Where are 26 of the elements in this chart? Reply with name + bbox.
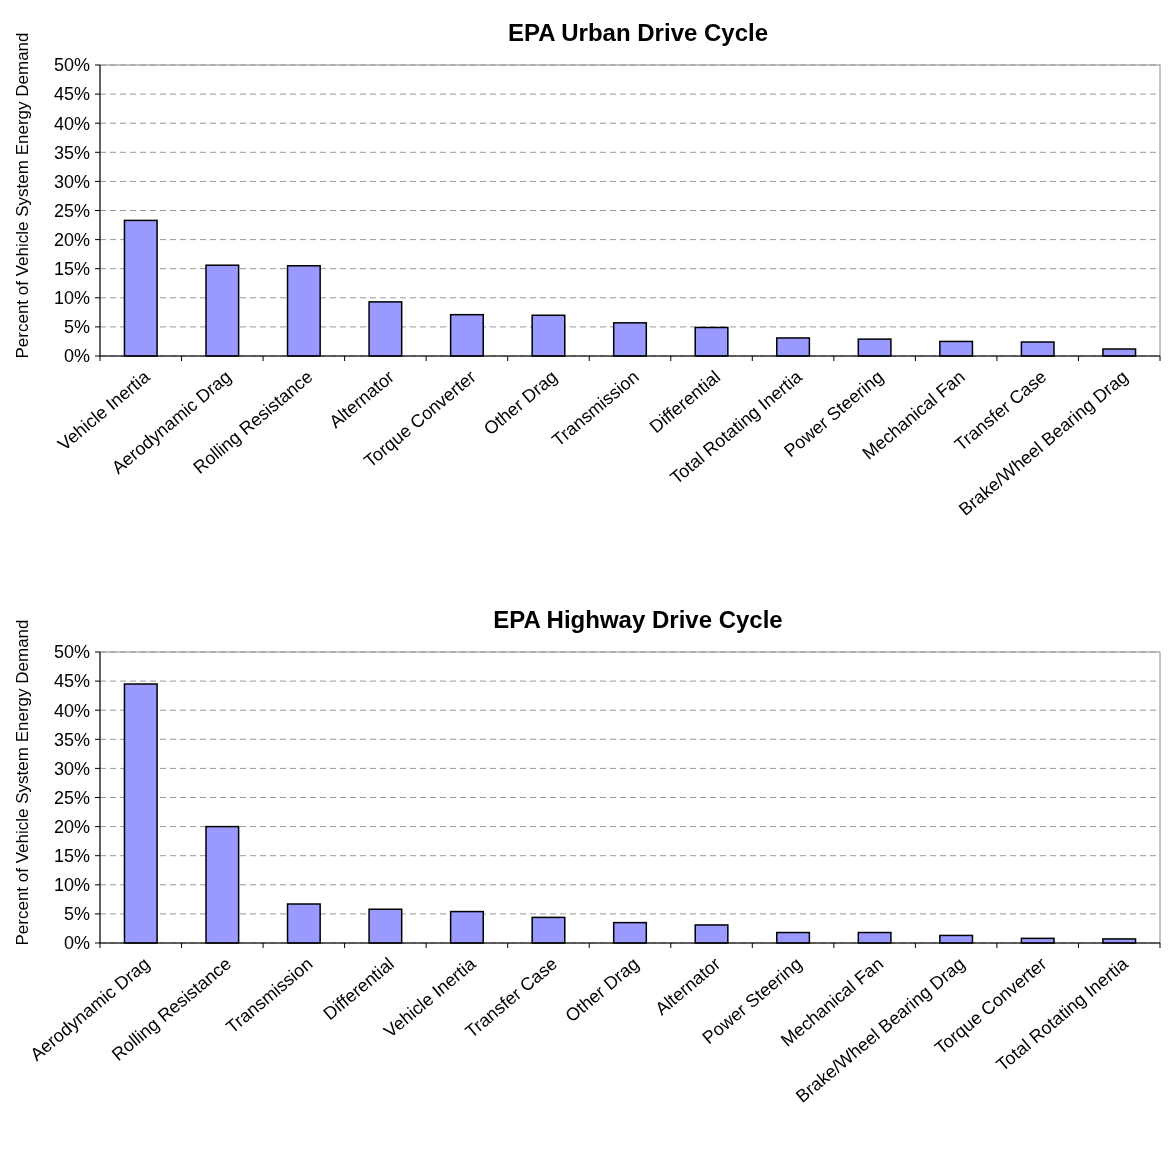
y-tick-label: 40% [53, 700, 90, 721]
y-tick-label: 45% [53, 671, 90, 692]
y-tick-label: 50% [53, 55, 90, 76]
y-tick-label: 30% [53, 171, 90, 192]
y-axis-title: Percent of Vehicle System Energy Demand [13, 619, 32, 946]
y-tick-label: 0% [63, 933, 90, 954]
chart-title: EPA Highway Drive Cycle [493, 606, 783, 633]
chart-title: EPA Urban Drive Cycle [507, 19, 769, 46]
y-tick-label: 15% [53, 846, 90, 866]
y-tick-label: 45% [53, 84, 90, 105]
y-tick-label: 5% [63, 904, 90, 925]
y-tick-label: 25% [53, 200, 90, 221]
y-tick-label: 10% [53, 875, 90, 896]
y-tick-label: 5% [63, 317, 90, 338]
y-tick-label: 35% [53, 729, 90, 750]
y-tick-label: 20% [53, 229, 90, 250]
y-tick-label: 25% [53, 787, 90, 808]
y-tick-label: 0% [63, 346, 90, 367]
y-tick-label: 20% [53, 816, 90, 837]
y-tick-label: 30% [53, 758, 90, 779]
y-tick-label: 50% [53, 642, 90, 663]
y-tick-label: 10% [53, 288, 90, 309]
y-tick-label: 40% [53, 113, 90, 134]
y-tick-label: 15% [53, 259, 90, 279]
y-tick-label: 35% [53, 142, 90, 163]
y-axis-title: Percent of Vehicle System Energy Demand [13, 32, 32, 359]
